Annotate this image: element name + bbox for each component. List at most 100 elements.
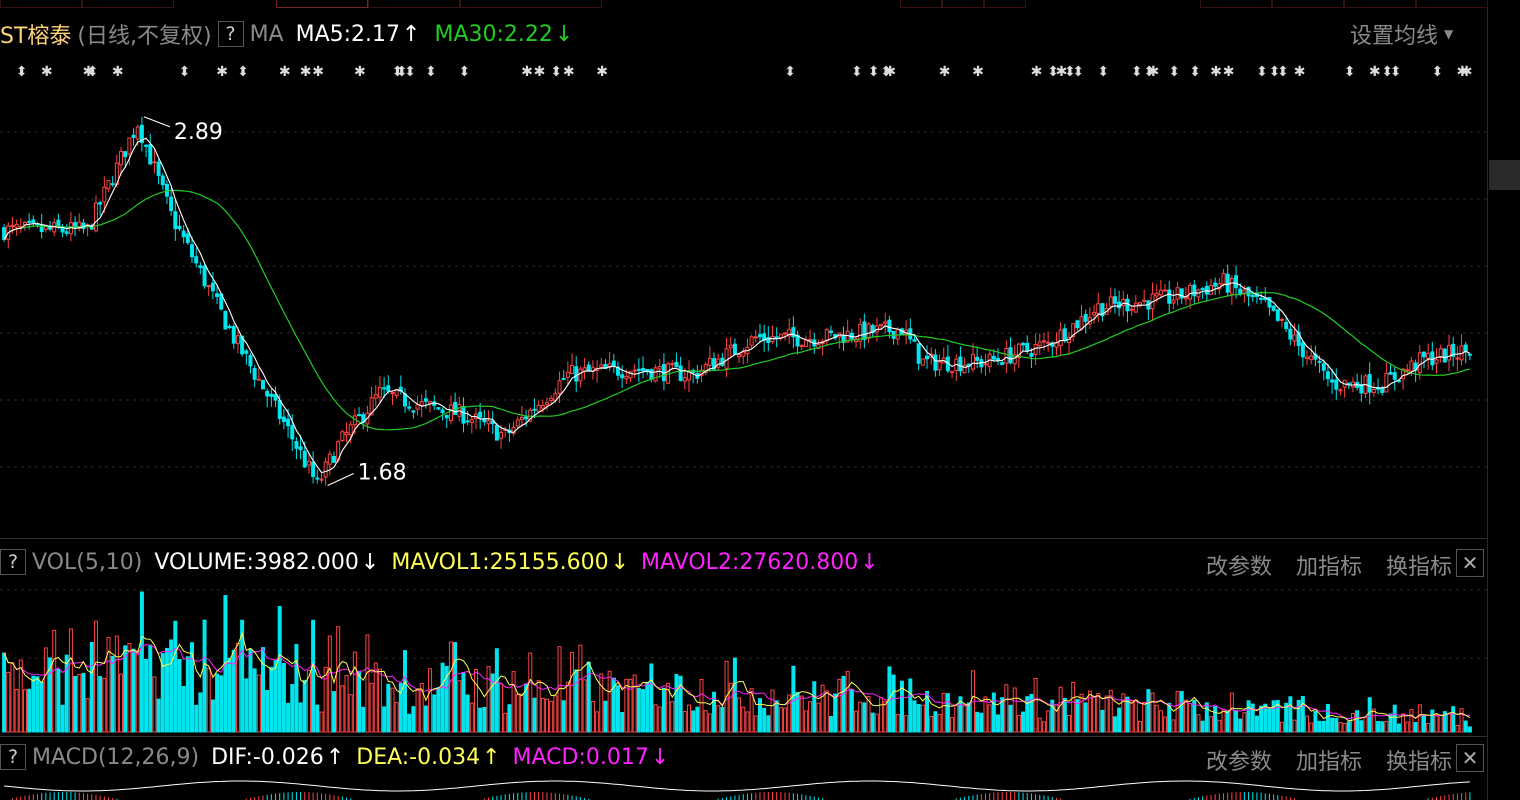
macd-bar: [755, 792, 757, 800]
volume-bar: [507, 704, 512, 733]
macd-title[interactable]: MACD(12,26,9): [32, 744, 200, 770]
tab-8[interactable]: [984, 0, 1026, 8]
candle: [1330, 368, 1335, 394]
candle-body: [48, 225, 53, 230]
candle-body: [181, 230, 186, 238]
volume-bar: [18, 659, 23, 733]
macd-bar: [304, 792, 306, 800]
volume-bar: [64, 654, 69, 733]
volume-bar: [874, 713, 879, 733]
volume-bar: [536, 680, 541, 733]
volume-bar: [52, 629, 57, 733]
tab-10[interactable]: [1272, 0, 1344, 8]
macd-bar: [1030, 793, 1032, 800]
candle: [369, 386, 374, 416]
settings-ma-button[interactable]: 设置均线 ▼: [1350, 17, 1459, 51]
price-chart[interactable]: ⬍ ✱ ✱⬍ ✱ ⬍ ✱ ⬍ ✱ ✱ ✱ ✱ ⬍⬍⬍ ⬍ ⬍ ✱ ✱ ⬍ ✱ ✱ ⬍ ⬍ ⬍ ⬍✱ ✱ ✱ ✱ ⬍✱⬍⬍ ⬍ ⬍ ⬍✱ ⬍ ⬍…: [0, 52, 1487, 536]
vol-title[interactable]: VOL(5,10): [32, 549, 143, 575]
candle-body: [423, 398, 428, 402]
macd-bar: [57, 792, 59, 800]
candle-body: [557, 380, 562, 394]
candle-body: [277, 400, 282, 419]
volume-bar: [686, 704, 691, 733]
macd-help-button[interactable]: ?: [0, 744, 26, 770]
tab-9[interactable]: [1200, 0, 1272, 8]
right-scroll-strip[interactable]: [1487, 8, 1520, 800]
macd-bar: [500, 795, 502, 800]
volume-bar: [1104, 695, 1109, 733]
volume-bar: [173, 620, 178, 733]
macd-bar: [87, 793, 89, 800]
candle: [127, 137, 132, 166]
volume-bar: [565, 681, 570, 733]
candle-body: [298, 446, 303, 451]
candle-body: [235, 335, 240, 345]
stock-name[interactable]: ST榕泰: [0, 24, 72, 49]
candle: [177, 215, 182, 232]
tab-2[interactable]: [82, 0, 174, 8]
volume-bar: [929, 715, 934, 733]
candlesticks[interactable]: [2, 116, 1472, 486]
volume-bar: [1037, 717, 1042, 733]
candle-body: [1242, 289, 1247, 294]
vol-close-icon[interactable]: ✕: [1456, 549, 1484, 577]
candle: [996, 348, 1001, 365]
candle: [1225, 264, 1230, 296]
candle-body: [1083, 314, 1088, 322]
candle: [582, 357, 587, 380]
help-button[interactable]: ?: [217, 21, 244, 47]
volume-bar: [1154, 704, 1159, 733]
volume-bar: [1342, 723, 1347, 733]
macd-bar: [980, 793, 982, 800]
tab-4[interactable]: [368, 0, 460, 8]
volume-bar: [198, 692, 203, 733]
candle: [1087, 307, 1092, 330]
candle: [1075, 319, 1080, 331]
volume-bar: [979, 712, 984, 733]
volume-bar: [290, 684, 295, 733]
volume-bar: [557, 646, 562, 733]
volume-bar: [783, 707, 788, 733]
tab-3[interactable]: [276, 0, 368, 8]
volume-bar: [666, 682, 671, 733]
macd-chart[interactable]: [0, 780, 1487, 800]
volume-bar: [114, 635, 119, 733]
macd-params-button[interactable]: 改参数: [1205, 750, 1272, 775]
macd-add-indicator-button[interactable]: 加指标: [1295, 750, 1362, 775]
tab-1[interactable]: [0, 0, 82, 8]
candle: [190, 236, 195, 264]
candle: [1275, 309, 1280, 322]
vol-params-button[interactable]: 改参数: [1205, 555, 1272, 580]
macd-bar: [1051, 796, 1053, 800]
volume-chart[interactable]: [0, 580, 1487, 734]
volume-bar: [1388, 713, 1393, 733]
macd-bar: [308, 792, 310, 800]
scroll-thumb[interactable]: [1489, 160, 1520, 190]
macd-bar: [116, 798, 118, 800]
tab-12[interactable]: [1416, 0, 1488, 8]
tab-11[interactable]: [1344, 0, 1416, 8]
volume-bar: [261, 647, 266, 733]
tab-6[interactable]: [900, 0, 942, 8]
event-markers[interactable]: ⬍ ✱ ✱⬍ ✱ ⬍ ✱ ⬍ ✱ ✱ ✱ ✱ ⬍⬍⬍ ⬍ ⬍ ✱ ✱ ⬍ ✱ ✱ ⬍ ⬍ ⬍ ⬍✱ ✱ ✱ ✱ ⬍✱⬍⬍ ⬍ ⬍ ⬍✱ ⬍ ⬍…: [16, 64, 1473, 80]
macd-bar: [771, 792, 773, 800]
candle-body: [152, 161, 157, 164]
candle: [440, 407, 445, 421]
vol-help-button[interactable]: ?: [0, 549, 26, 575]
volume-bar: [954, 704, 959, 733]
macd-bar: [275, 793, 277, 800]
tab-5[interactable]: [460, 0, 602, 8]
candle-body: [190, 244, 195, 258]
macd-close-icon[interactable]: ✕: [1456, 744, 1484, 772]
volume-bar: [1221, 708, 1226, 733]
vol-add-indicator-button[interactable]: 加指标: [1295, 555, 1362, 580]
candle: [1079, 305, 1084, 331]
macd-bar: [333, 795, 335, 800]
tab-7[interactable]: [942, 0, 984, 8]
candle-body: [1267, 297, 1272, 308]
vol-switch-indicator-button[interactable]: 换指标: [1385, 555, 1452, 580]
macd-switch-indicator-button[interactable]: 换指标: [1385, 750, 1452, 775]
candle: [131, 128, 136, 146]
indicator-name[interactable]: MA: [249, 21, 284, 47]
macd-bar: [751, 793, 753, 800]
